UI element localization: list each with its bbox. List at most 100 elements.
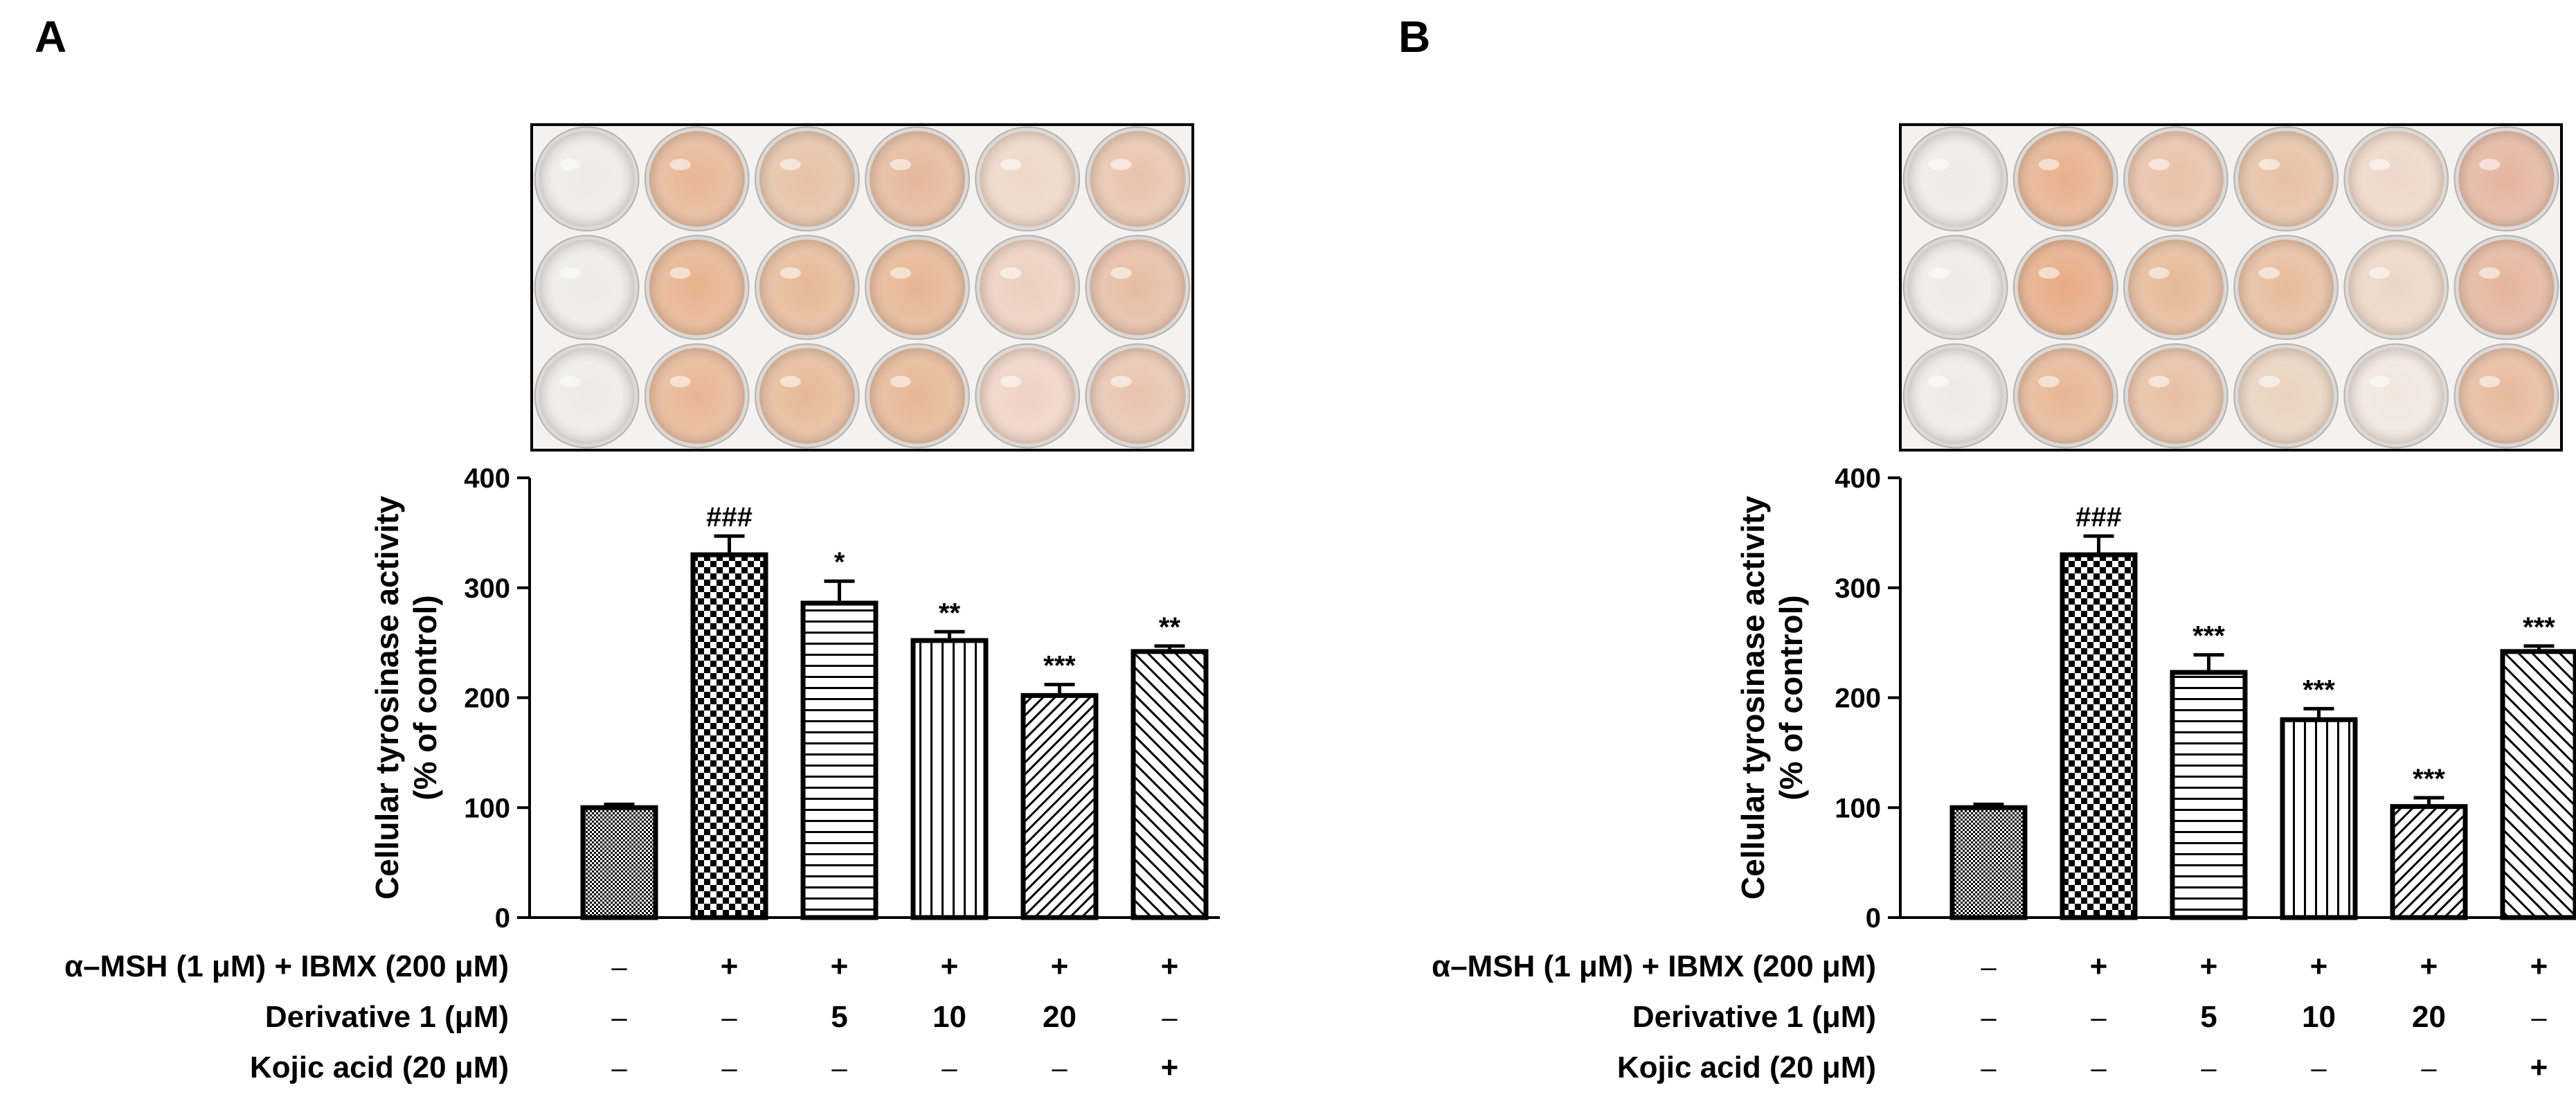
well-highlight <box>2038 375 2060 388</box>
bar <box>2500 649 2576 920</box>
y-tick-label: 0 <box>495 903 510 933</box>
significance-label: * <box>834 547 845 578</box>
bar <box>910 638 989 920</box>
well-highlight <box>669 267 691 279</box>
well-shading <box>870 240 966 335</box>
well-shading <box>1907 240 2003 335</box>
condition-value: – <box>611 952 627 983</box>
significance-label: *** <box>2413 764 2445 794</box>
well-highlight <box>2479 159 2501 170</box>
well-highlight <box>1000 267 1022 279</box>
significance-label: *** <box>2303 674 2335 705</box>
significance-label: *** <box>1043 650 1076 681</box>
well-highlight <box>1000 159 1022 170</box>
well-shading <box>2238 131 2334 227</box>
significance-label: ### <box>2075 502 2122 533</box>
condition-label: Kojic acid (20 μM) <box>1617 1051 1876 1084</box>
well-highlight <box>2368 267 2390 279</box>
well-highlight <box>2038 267 2060 279</box>
well-highlight <box>559 159 581 170</box>
condition-label: α–MSH (1 μM) + IBMX (200 μM) <box>64 949 509 983</box>
well-highlight <box>1928 267 1949 279</box>
bar <box>2060 552 2138 920</box>
condition-label: Kojic acid (20 μM) <box>250 1051 509 1084</box>
condition-value: – <box>721 1003 737 1033</box>
condition-value: + <box>2090 949 2108 983</box>
bar <box>800 600 879 920</box>
well-shading <box>2458 131 2555 227</box>
condition-value: + <box>2310 949 2328 983</box>
well-highlight <box>890 159 912 170</box>
well-shading <box>2458 348 2555 444</box>
condition-value: + <box>2200 949 2218 983</box>
well-shading <box>1090 131 1186 227</box>
well-highlight <box>780 375 801 388</box>
well-highlight <box>780 159 801 170</box>
condition-value: – <box>1162 1003 1178 1033</box>
condition-value: – <box>611 1053 627 1084</box>
well-highlight <box>2258 375 2280 388</box>
condition-value: 20 <box>1043 1000 1077 1034</box>
well-plate-frame <box>1899 123 2563 452</box>
y-tick-label: 400 <box>464 463 510 494</box>
well-shading <box>649 131 745 227</box>
y-tick-label: 100 <box>464 793 510 823</box>
condition-value: – <box>2091 1053 2107 1084</box>
condition-value: 5 <box>831 1000 847 1034</box>
well-shading <box>1907 131 2003 227</box>
significance-label: *** <box>2523 612 2555 643</box>
panel-a: 0 100 200 300 400 Cellular tyrosinase activit… <box>64 123 1220 1084</box>
condition-value: – <box>2421 1053 2437 1084</box>
well-shading <box>870 348 966 444</box>
well-shading <box>539 240 635 335</box>
well-shading <box>2458 240 2555 335</box>
y-tick-label: 0 <box>1866 903 1881 933</box>
well-shading <box>539 131 635 227</box>
well-highlight <box>2479 267 2501 279</box>
well-highlight <box>890 375 912 388</box>
well-highlight <box>1000 375 1022 388</box>
bar <box>2170 670 2248 920</box>
condition-value: – <box>1052 1053 1068 1084</box>
well-shading <box>870 131 966 227</box>
well-highlight <box>1928 375 1949 388</box>
condition-value: – <box>2311 1053 2327 1084</box>
well-shading <box>980 240 1076 335</box>
bar <box>2280 717 2358 920</box>
bar <box>1949 805 2028 920</box>
condition-label: Derivative 1 (μM) <box>1632 1000 1876 1034</box>
well-highlight <box>1928 159 1949 170</box>
well-shading <box>2017 348 2114 444</box>
well-shading <box>1090 348 1186 444</box>
condition-value: – <box>1981 952 1997 983</box>
condition-value: + <box>941 949 959 983</box>
well-highlight <box>2038 159 2060 170</box>
bar <box>690 552 768 920</box>
well-highlight <box>669 159 691 170</box>
bar <box>580 805 658 920</box>
condition-value: + <box>831 949 849 983</box>
well-highlight <box>1110 375 1132 388</box>
condition-value: + <box>1161 949 1179 983</box>
well-highlight <box>2258 159 2280 170</box>
condition-value: 10 <box>2302 1000 2336 1034</box>
y-tick-label: 300 <box>464 573 510 604</box>
well-shading <box>2348 348 2444 444</box>
bar <box>1020 692 1099 920</box>
condition-label: Derivative 1 (μM) <box>265 1000 509 1034</box>
well-highlight <box>2148 267 2170 279</box>
well-highlight <box>1110 267 1132 279</box>
well-shading <box>649 348 745 444</box>
well-highlight <box>1110 159 1132 170</box>
well-shading <box>2017 240 2114 335</box>
well-plate-frame <box>530 123 1194 452</box>
well-shading <box>2127 348 2224 444</box>
condition-value: + <box>1161 1051 1179 1084</box>
well-highlight <box>2148 159 2170 170</box>
significance-label: ### <box>706 502 753 533</box>
condition-value: + <box>2420 949 2438 983</box>
well-shading <box>649 240 745 335</box>
well-highlight <box>890 267 912 279</box>
well-highlight <box>559 267 581 279</box>
condition-value: – <box>611 1003 627 1033</box>
